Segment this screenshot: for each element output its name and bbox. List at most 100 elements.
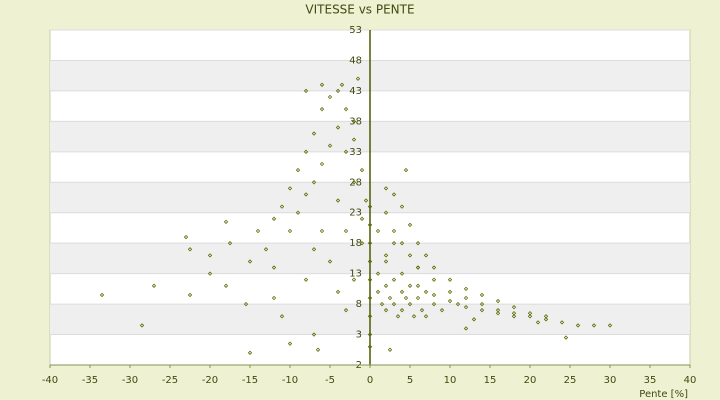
- point: [359, 216, 365, 221]
- x-axis-title: Pente [%]: [639, 389, 688, 400]
- point: [359, 167, 365, 173]
- point: [383, 283, 389, 288]
- point: [395, 314, 401, 319]
- x-tick-label: 10: [444, 375, 457, 386]
- point: [263, 247, 269, 252]
- y-tick-label: 53: [349, 25, 362, 36]
- point: [387, 347, 393, 352]
- point: [383, 259, 389, 264]
- point: [335, 88, 341, 94]
- point: [335, 198, 341, 203]
- point: [463, 286, 469, 292]
- point: [411, 314, 417, 319]
- x-tick-label: 5: [407, 375, 413, 386]
- point: [431, 277, 437, 282]
- point: [359, 241, 365, 246]
- point: [407, 301, 413, 307]
- point: [527, 314, 533, 319]
- point: [479, 301, 485, 307]
- point: [479, 308, 485, 313]
- x-tick-label: -40: [42, 375, 58, 386]
- point: [415, 295, 421, 301]
- point: [367, 295, 373, 301]
- point: [511, 314, 517, 319]
- x-tick-label: -15: [242, 375, 258, 386]
- point: [559, 320, 565, 325]
- point: [223, 283, 229, 288]
- x-tick-label: -20: [202, 375, 218, 386]
- point: [423, 289, 429, 295]
- point: [343, 308, 349, 313]
- point: [447, 298, 453, 304]
- point: [339, 82, 345, 87]
- point: [367, 204, 373, 209]
- point: [391, 228, 397, 234]
- point: [471, 317, 477, 322]
- point: [255, 228, 261, 234]
- y-tick-label: 33: [349, 147, 362, 158]
- point: [343, 107, 349, 112]
- point: [419, 308, 425, 313]
- point: [463, 326, 469, 331]
- point: [319, 107, 325, 112]
- point: [327, 94, 333, 100]
- point: [315, 347, 321, 352]
- point: [375, 228, 381, 234]
- point: [187, 247, 193, 252]
- point: [607, 323, 613, 328]
- point: [575, 323, 581, 328]
- point: [247, 259, 253, 264]
- point: [399, 241, 405, 246]
- point: [287, 341, 293, 346]
- point: [543, 317, 549, 322]
- point: [495, 298, 501, 304]
- point: [375, 289, 381, 295]
- point: [591, 323, 597, 328]
- x-tick-label: 15: [484, 375, 497, 386]
- point: [431, 292, 437, 298]
- point: [383, 210, 389, 215]
- point: [367, 332, 373, 337]
- point: [375, 271, 381, 276]
- point: [415, 241, 421, 246]
- point: [407, 283, 413, 288]
- y-tick-label: 43: [349, 86, 362, 97]
- point: [327, 143, 333, 148]
- x-tick-label: 20: [524, 375, 537, 386]
- point: [363, 198, 369, 203]
- point: [295, 167, 301, 173]
- x-tick-label: 30: [604, 375, 617, 386]
- point: [279, 204, 285, 209]
- y-tick-label: 48: [349, 55, 362, 66]
- x-tick-label: 0: [367, 375, 373, 386]
- point: [407, 253, 413, 258]
- x-tick-label: -30: [122, 375, 138, 386]
- point: [367, 277, 373, 282]
- point: [367, 314, 373, 319]
- y-tick-label: 18: [349, 238, 362, 249]
- point: [399, 308, 405, 313]
- point: [463, 304, 469, 310]
- point: [271, 216, 277, 221]
- point: [335, 289, 341, 295]
- point: [311, 131, 317, 136]
- x-tick-label: -35: [82, 375, 98, 386]
- point: [351, 137, 357, 142]
- point: [343, 149, 349, 154]
- point: [391, 277, 397, 282]
- point: [271, 265, 277, 270]
- point: [399, 289, 405, 295]
- point: [367, 344, 373, 349]
- point: [207, 271, 213, 276]
- point: [355, 76, 361, 81]
- point: [227, 241, 233, 246]
- point: [415, 283, 421, 288]
- point: [387, 295, 393, 301]
- point: [511, 304, 517, 310]
- point: [327, 259, 333, 264]
- point: [383, 186, 389, 191]
- point: [303, 149, 309, 154]
- point: [463, 295, 469, 301]
- point: [303, 277, 309, 282]
